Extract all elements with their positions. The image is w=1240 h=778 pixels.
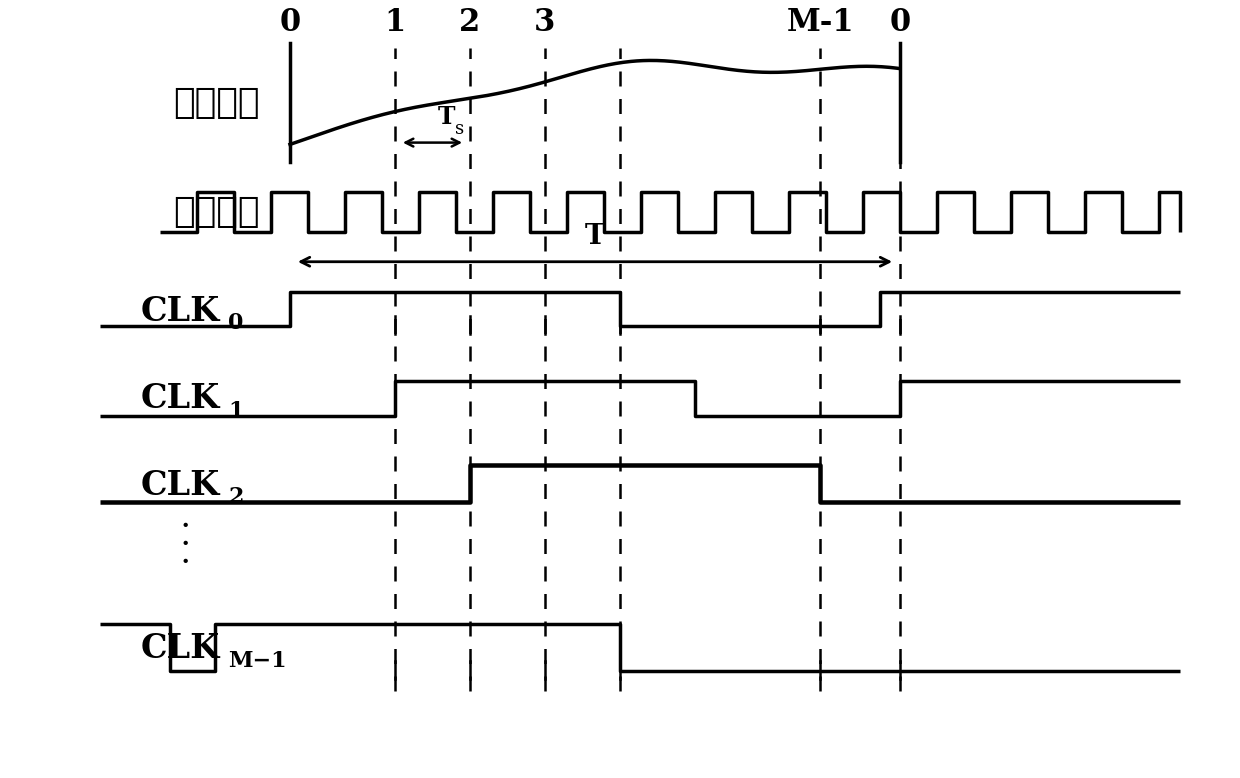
Text: CLK: CLK [141, 633, 219, 665]
Text: CLK: CLK [141, 468, 219, 502]
Text: M−1: M−1 [228, 650, 286, 672]
Text: 0: 0 [889, 7, 910, 38]
Text: 0: 0 [279, 7, 300, 38]
Text: 2: 2 [228, 486, 243, 508]
Text: 1: 1 [384, 7, 405, 38]
Text: 2: 2 [459, 7, 481, 38]
Text: T: T [438, 105, 455, 128]
Text: s: s [455, 120, 464, 138]
Text: ⋅: ⋅ [180, 547, 191, 579]
Text: CLK: CLK [141, 382, 219, 415]
Text: 0: 0 [228, 312, 243, 335]
Text: ⋅: ⋅ [180, 529, 191, 561]
Text: T: T [585, 223, 605, 250]
Text: 模拟信号: 模拟信号 [174, 86, 260, 120]
Text: ⋅: ⋅ [180, 511, 191, 543]
Text: 3: 3 [534, 7, 556, 38]
Text: 1: 1 [228, 400, 243, 422]
Text: M-1: M-1 [786, 7, 854, 38]
Text: CLK: CLK [141, 295, 219, 328]
Text: 系统时钟: 系统时钟 [174, 195, 260, 229]
